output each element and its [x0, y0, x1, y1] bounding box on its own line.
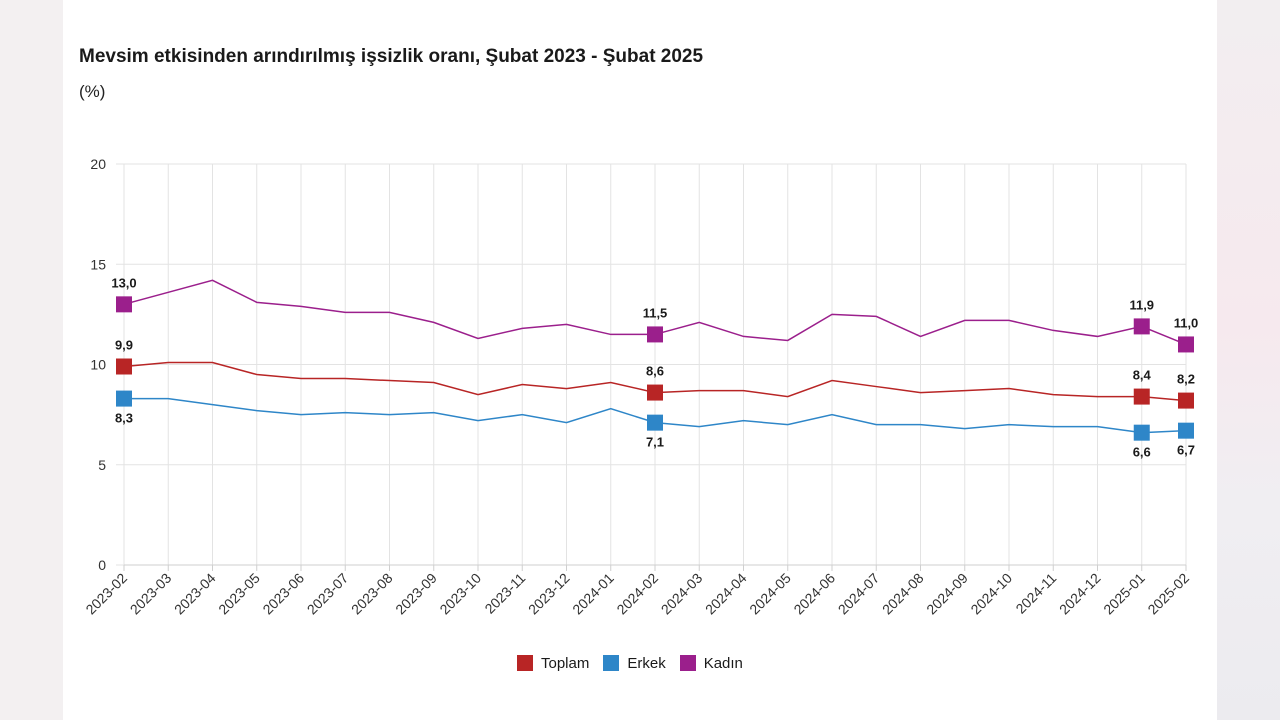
legend-item-erkek[interactable]: Erkek: [603, 654, 666, 672]
y-tick-label: 15: [90, 256, 106, 272]
y-tick-label: 5: [98, 457, 106, 473]
marker-kadın: [1133, 318, 1150, 335]
legend-label-toplam: Toplam: [541, 654, 590, 672]
x-tick-label: 2023-08: [348, 570, 396, 618]
x-tick-label: 2024-12: [1056, 570, 1104, 618]
chart-card: Mevsim etkisinden arındırılmış işsizlik …: [63, 0, 1217, 720]
data-labels: 9,9 8,6 8,4 8,2 8,3 7,1 6,6 6,7 13,0 11,5 11,9 11,0: [111, 275, 1198, 459]
legend: Toplam Erkek Kadın: [517, 652, 743, 674]
background-edge: [1210, 0, 1280, 720]
line-chart: 051015202023-022023-032023-042023-052023…: [82, 156, 1198, 617]
y-tick-label: 10: [90, 357, 106, 373]
y-tick-label: 0: [98, 557, 106, 573]
x-tick-label: 2023-04: [171, 570, 219, 618]
x-tick-label: 2023-10: [436, 570, 484, 618]
marker-erkek: [116, 390, 132, 407]
marker-toplam: [1133, 388, 1150, 405]
legend-swatch-erkek: [603, 655, 620, 671]
x-tick-label: 2025-01: [1100, 570, 1148, 618]
marker-erkek: [1133, 424, 1150, 441]
x-tick-label: 2025-02: [1144, 570, 1192, 618]
marker-toplam: [116, 358, 132, 375]
axes: 051015202023-022023-032023-042023-052023…: [82, 156, 1192, 617]
x-tick-label: 2023-02: [82, 570, 130, 618]
x-tick-label: 2024-11: [1012, 570, 1059, 617]
x-tick-label: 2023-12: [525, 570, 573, 618]
x-tick-label: 2024-01: [569, 570, 617, 618]
x-tick-label: 2023-07: [304, 570, 352, 618]
legend-swatch-toplam: [517, 655, 533, 671]
marker-kadın: [647, 326, 663, 343]
x-tick-label: 2023-09: [392, 570, 440, 618]
x-tick-label: 2024-05: [746, 570, 794, 618]
x-tick-label: 2024-02: [613, 570, 661, 618]
x-tick-label: 2024-08: [879, 570, 927, 618]
data-label: 7,1: [646, 435, 664, 450]
marker-kadın: [1178, 336, 1194, 353]
x-tick-label: 2024-03: [658, 570, 706, 618]
data-label: 9,9: [115, 338, 133, 353]
x-tick-label: 2024-10: [967, 570, 1015, 618]
data-label: 11,5: [643, 305, 668, 320]
x-tick-label: 2023-03: [127, 570, 175, 618]
x-tick-label: 2024-09: [923, 570, 971, 618]
x-tick-label: 2023-06: [259, 570, 307, 618]
y-tick-label: 20: [90, 156, 106, 172]
legend-item-toplam[interactable]: Toplam: [517, 655, 589, 672]
marker-erkek: [647, 414, 663, 431]
chart-title: Mevsim etkisinden arındırılmış işsizlik …: [79, 46, 704, 67]
marker-toplam: [1178, 392, 1194, 409]
x-tick-label: 2024-06: [790, 570, 838, 618]
data-label: 8,2: [1177, 372, 1195, 387]
data-label: 6,7: [1177, 443, 1195, 458]
data-label: 8,6: [646, 364, 664, 379]
series: [116, 279, 1194, 441]
x-tick-label: 2024-04: [702, 570, 750, 618]
data-label: 6,6: [1133, 445, 1151, 460]
legend-label-erkek: Erkek: [627, 654, 666, 672]
marker-toplam: [647, 384, 663, 401]
x-tick-label: 2023-05: [215, 570, 263, 618]
legend-swatch-kadin: [679, 655, 696, 671]
x-tick-label: 2024-07: [835, 570, 883, 618]
data-label: 11,9: [1129, 297, 1154, 312]
legend-label-kadin: Kadın: [703, 654, 743, 672]
marker-erkek: [1178, 422, 1194, 439]
data-label: 11,0: [1174, 315, 1199, 330]
marker-kadın: [116, 296, 132, 313]
data-label: 8,4: [1133, 368, 1152, 383]
legend-item-kadin[interactable]: Kadın: [679, 654, 743, 672]
x-tick-label: 2023-11: [481, 570, 528, 617]
chart-unit: (%): [79, 82, 106, 101]
data-label: 8,3: [115, 411, 133, 426]
data-label: 13,0: [111, 275, 136, 290]
